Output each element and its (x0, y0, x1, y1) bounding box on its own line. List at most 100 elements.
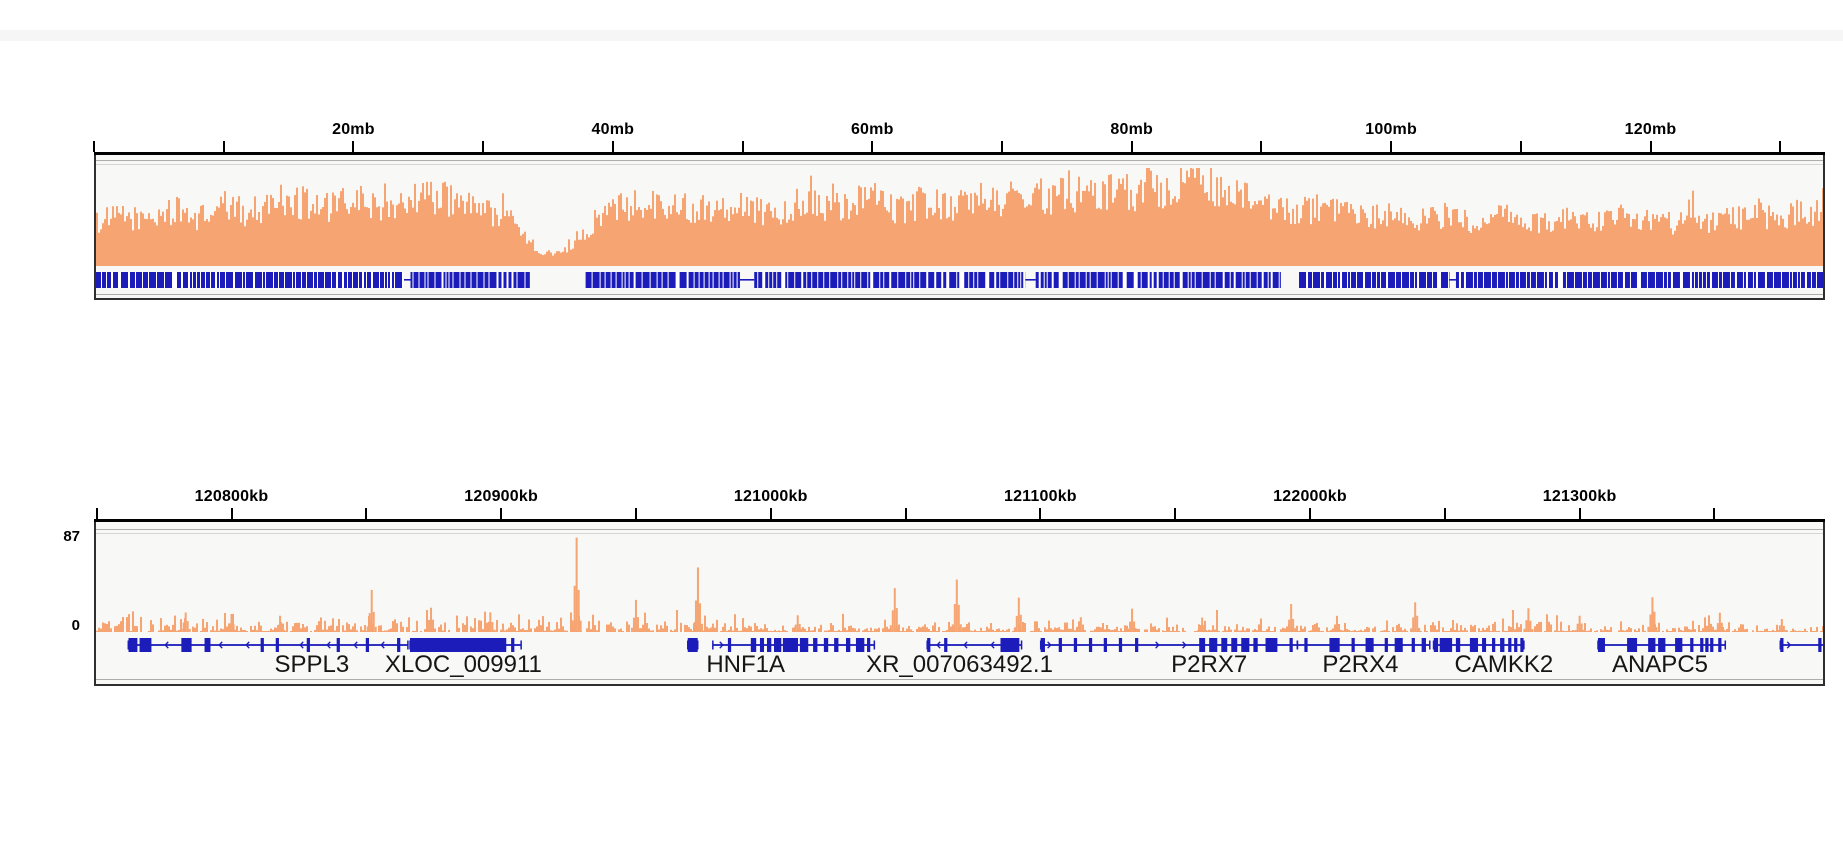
exon-box (813, 638, 818, 652)
exon-box (855, 638, 865, 652)
exon-box (1433, 638, 1439, 652)
chromosome-track-box (94, 155, 1825, 300)
ruler-major-tick (611, 141, 614, 152)
y-axis-max-label: 87 (63, 528, 80, 545)
strand-arrow (1786, 641, 1792, 649)
exon-box (1221, 638, 1228, 652)
ruler-tick-label: 121300kb (1542, 488, 1617, 505)
ruler-minor-tick (93, 141, 95, 152)
exon-box (927, 638, 931, 652)
ruler-minor-tick (482, 141, 485, 152)
exon-box (1394, 638, 1403, 652)
gene-body-line (927, 644, 1022, 646)
exon-box (727, 638, 732, 652)
ruler-major-tick (1309, 508, 1311, 519)
exon-box (1329, 638, 1340, 652)
strand-arrow (936, 641, 941, 649)
exon-box (766, 638, 772, 652)
gene-label-ANAPC5: ANAPC5 (1611, 651, 1709, 678)
ruler-minor-tick (95, 508, 98, 519)
chromosome-tracks-svg (96, 160, 1823, 295)
exon-box (397, 638, 401, 652)
exon-box (260, 638, 264, 652)
strand-arrow (245, 641, 250, 649)
ruler-minor-tick (1713, 508, 1716, 519)
ruler-major-tick (1390, 141, 1393, 152)
strand-arrow (1182, 641, 1187, 649)
exon-box (1492, 638, 1496, 652)
exon-box (365, 638, 370, 652)
region-tracks-svg (96, 529, 1823, 680)
ruler-minor-tick (1519, 141, 1522, 152)
exon-box (1000, 638, 1020, 652)
exon-box (1718, 638, 1722, 652)
exon-box (1780, 638, 1784, 652)
ruler-tick-label: 100mb (1365, 121, 1417, 138)
exon-box (750, 638, 757, 652)
exon-box (275, 638, 279, 652)
ruler-minor-tick (222, 141, 225, 152)
strand-arrow (1155, 641, 1160, 649)
gene-label-XLOC_009911: XLOC_009911 (384, 651, 542, 678)
exon-box (1103, 638, 1107, 652)
gene-body-line (1433, 644, 1524, 646)
exon-box (128, 638, 138, 652)
exon-box (1199, 638, 1206, 652)
exon-box (1710, 638, 1714, 652)
exon-box (1705, 638, 1709, 652)
ruler-tick-label: 121100kb (1003, 488, 1077, 505)
exon-box (1351, 638, 1355, 652)
exon-box (336, 638, 340, 652)
ruler-tick-label: 122000kb (1273, 488, 1347, 505)
exon-box (1289, 638, 1293, 652)
ruler-major-tick (1039, 508, 1042, 519)
exon-box (1365, 638, 1374, 652)
exon-box (181, 638, 192, 652)
exon-box (1384, 638, 1388, 652)
strand-arrow (380, 641, 385, 649)
exon-box (1421, 638, 1426, 652)
ruler-major-tick (1649, 141, 1652, 152)
strand-arrow (1047, 641, 1052, 649)
gene-body-line (128, 644, 408, 646)
exon-box (1040, 638, 1045, 652)
exon-box (1265, 638, 1278, 652)
exon-box (1597, 638, 1605, 652)
gene-label-P2RX7: P2RX7 (1171, 651, 1248, 678)
exon-box (1411, 638, 1415, 652)
top-divider-strip (0, 30, 1843, 41)
exon-box (823, 638, 829, 652)
ruler-tick-label: 40mb (591, 121, 635, 138)
gene-label-XR_007063492.1: XR_007063492.1 (866, 651, 1053, 678)
exon-box (1500, 638, 1505, 652)
ruler-minor-tick (741, 141, 744, 152)
exon-box (845, 638, 851, 652)
exon-box (1648, 638, 1656, 652)
exon-box (410, 638, 507, 652)
exon-box (1231, 638, 1238, 652)
region-ruler-line (94, 519, 1825, 522)
gene-body-line (1297, 644, 1430, 646)
exon-box (773, 638, 782, 652)
exon-box (1675, 638, 1683, 652)
ruler-minor-tick (634, 508, 637, 519)
exon-box (1627, 638, 1638, 652)
exon-box (687, 638, 698, 652)
exon-box (306, 638, 310, 652)
strand-arrow (353, 641, 358, 649)
ruler-tick-label: 120mb (1624, 121, 1677, 138)
gene-label-HNF1A: HNF1A (706, 651, 786, 678)
ruler-major-tick (1578, 508, 1581, 519)
ruler-tick-label: 20mb (332, 121, 375, 138)
exon-box (1253, 638, 1258, 652)
exon-box (1439, 638, 1453, 652)
ruler-minor-tick (1779, 141, 1782, 152)
ruler-minor-tick (365, 508, 368, 519)
strand-arrow (990, 641, 995, 649)
exon-box (1700, 638, 1704, 652)
strand-arrow (164, 641, 169, 649)
region-track-box (94, 522, 1825, 686)
gene-body-line (1040, 644, 1298, 646)
gene-label-P2RX4: P2RX4 (1322, 651, 1399, 678)
